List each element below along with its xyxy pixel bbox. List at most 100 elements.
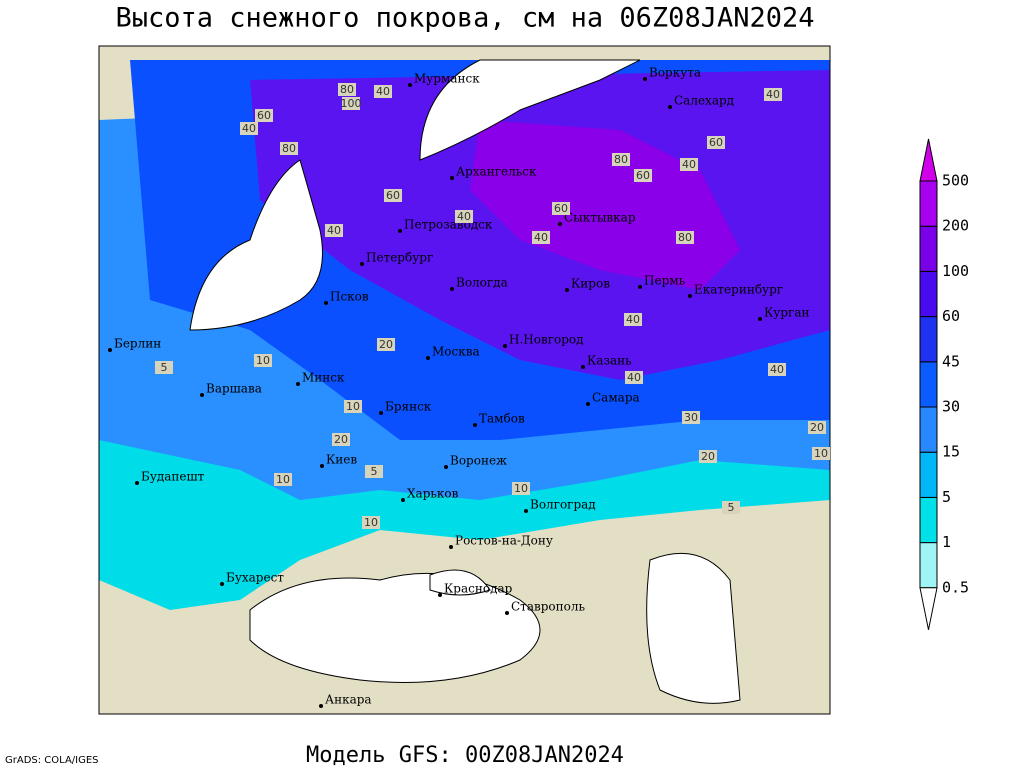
- city-dot: [688, 294, 692, 298]
- legend-label: 15: [942, 443, 960, 461]
- contour-label-bg: [254, 354, 272, 367]
- contour-label: 40: [770, 363, 784, 376]
- city-dot: [319, 704, 323, 708]
- legend-label: 100: [942, 262, 969, 280]
- contour-label-bg: [455, 210, 473, 223]
- legend-box: [919, 406, 938, 453]
- city-label: Харьков: [407, 487, 459, 501]
- contour-label-bg: [682, 411, 700, 424]
- legend-arrow-bottom: [919, 587, 938, 630]
- contour-label: 40: [682, 158, 696, 171]
- city-label: Воронеж: [450, 454, 507, 468]
- city-label: Вологда: [456, 276, 508, 290]
- contour-label: 40: [627, 371, 641, 384]
- contour-label-bg: [280, 142, 298, 155]
- contour-label: 20: [334, 433, 348, 446]
- black-sea: [249, 572, 541, 683]
- contour-label-bg: [377, 338, 395, 351]
- contour-label: 20: [379, 338, 393, 351]
- legend-label: 200: [942, 217, 969, 235]
- footer: Модель GFS: 00Z08JAN2024: [306, 743, 624, 768]
- legend-label: 5: [942, 488, 951, 506]
- city-label: Псков: [330, 290, 369, 304]
- contour-label-bg: [625, 371, 643, 384]
- city-dot: [444, 465, 448, 469]
- city-label: Брянск: [385, 400, 432, 414]
- contour-label: 80: [678, 231, 692, 244]
- contour-label-bg: [332, 433, 350, 446]
- legend-label: 30: [942, 398, 960, 416]
- city-dot: [643, 77, 647, 81]
- contour-label-bg: [707, 136, 725, 149]
- city-dot: [758, 317, 762, 321]
- contour-label: 40: [242, 122, 256, 135]
- city-label: Киров: [571, 277, 610, 291]
- legend-label: 1: [942, 533, 951, 551]
- contour-label-bg: [722, 501, 740, 514]
- contour-label: 60: [709, 136, 723, 149]
- contour-label: 5: [161, 361, 168, 374]
- city-label: Будапешт: [141, 470, 205, 484]
- city-dot: [638, 285, 642, 289]
- baltic-sea: [189, 159, 323, 331]
- contour-label: 100: [341, 97, 362, 110]
- city-dot: [426, 356, 430, 360]
- city-dot: [503, 344, 507, 348]
- city-dot: [438, 593, 442, 597]
- legend-box: [919, 451, 938, 498]
- contour-label: 20: [810, 421, 824, 434]
- contour-label: 80: [340, 83, 354, 96]
- contour-label-bg: [612, 153, 630, 166]
- city-label: Бухарест: [226, 571, 284, 585]
- city-label: Курган: [764, 306, 809, 320]
- city-dot: [220, 582, 224, 586]
- city-dot: [200, 393, 204, 397]
- legend-label: 60: [942, 307, 960, 325]
- contour-label-bg: [342, 97, 360, 110]
- title: Высота снежного покрова, см на 06Z08JAN2…: [116, 3, 815, 34]
- city-label: Волгоград: [530, 498, 596, 512]
- city-label: Ставрополь: [511, 600, 585, 614]
- contour-label: 80: [614, 153, 628, 166]
- city-label: Петрозаводск: [404, 218, 493, 232]
- contour-label-bg: [365, 465, 383, 478]
- city-dot: [565, 288, 569, 292]
- city-dot: [558, 222, 562, 226]
- city-label: Мурманск: [414, 72, 480, 86]
- city-dot: [408, 83, 412, 87]
- city-dot: [450, 287, 454, 291]
- legend-box: [919, 316, 938, 363]
- city-dot: [473, 423, 477, 427]
- contour-label-bg: [512, 482, 530, 495]
- city-label: Берлин: [114, 337, 161, 351]
- city-dot: [586, 402, 590, 406]
- city-label: Киев: [326, 453, 357, 467]
- contour-label-bg: [240, 122, 258, 135]
- contour-label-bg: [808, 421, 826, 434]
- contour-label-bg: [344, 400, 362, 413]
- legend-arrow-top: [919, 138, 938, 182]
- city-label: Краснодар: [444, 582, 513, 596]
- city-label: Тамбов: [479, 412, 525, 426]
- map-frame: [98, 45, 831, 715]
- city-label: Петербург: [366, 251, 433, 265]
- contour-label: 10: [276, 473, 290, 486]
- contour-label: 5: [371, 465, 378, 478]
- contour-label-bg: [362, 516, 380, 529]
- city-label: Архангельск: [456, 165, 537, 179]
- contour-label: 40: [327, 224, 341, 237]
- contour-label-bg: [812, 447, 830, 460]
- city-dot: [524, 509, 528, 513]
- contour-label: 40: [376, 85, 390, 98]
- city-label: Казань: [587, 354, 632, 368]
- snow-deepest: [470, 120, 740, 290]
- legend-box: [919, 496, 938, 544]
- contour-label: 10: [814, 447, 828, 460]
- legend-label: 45: [942, 352, 960, 370]
- contour-label: 80: [282, 142, 296, 155]
- map: [99, 46, 830, 714]
- contour-label-bg: [338, 83, 356, 96]
- contour-label: 60: [386, 189, 400, 202]
- contour-label-bg: [680, 158, 698, 171]
